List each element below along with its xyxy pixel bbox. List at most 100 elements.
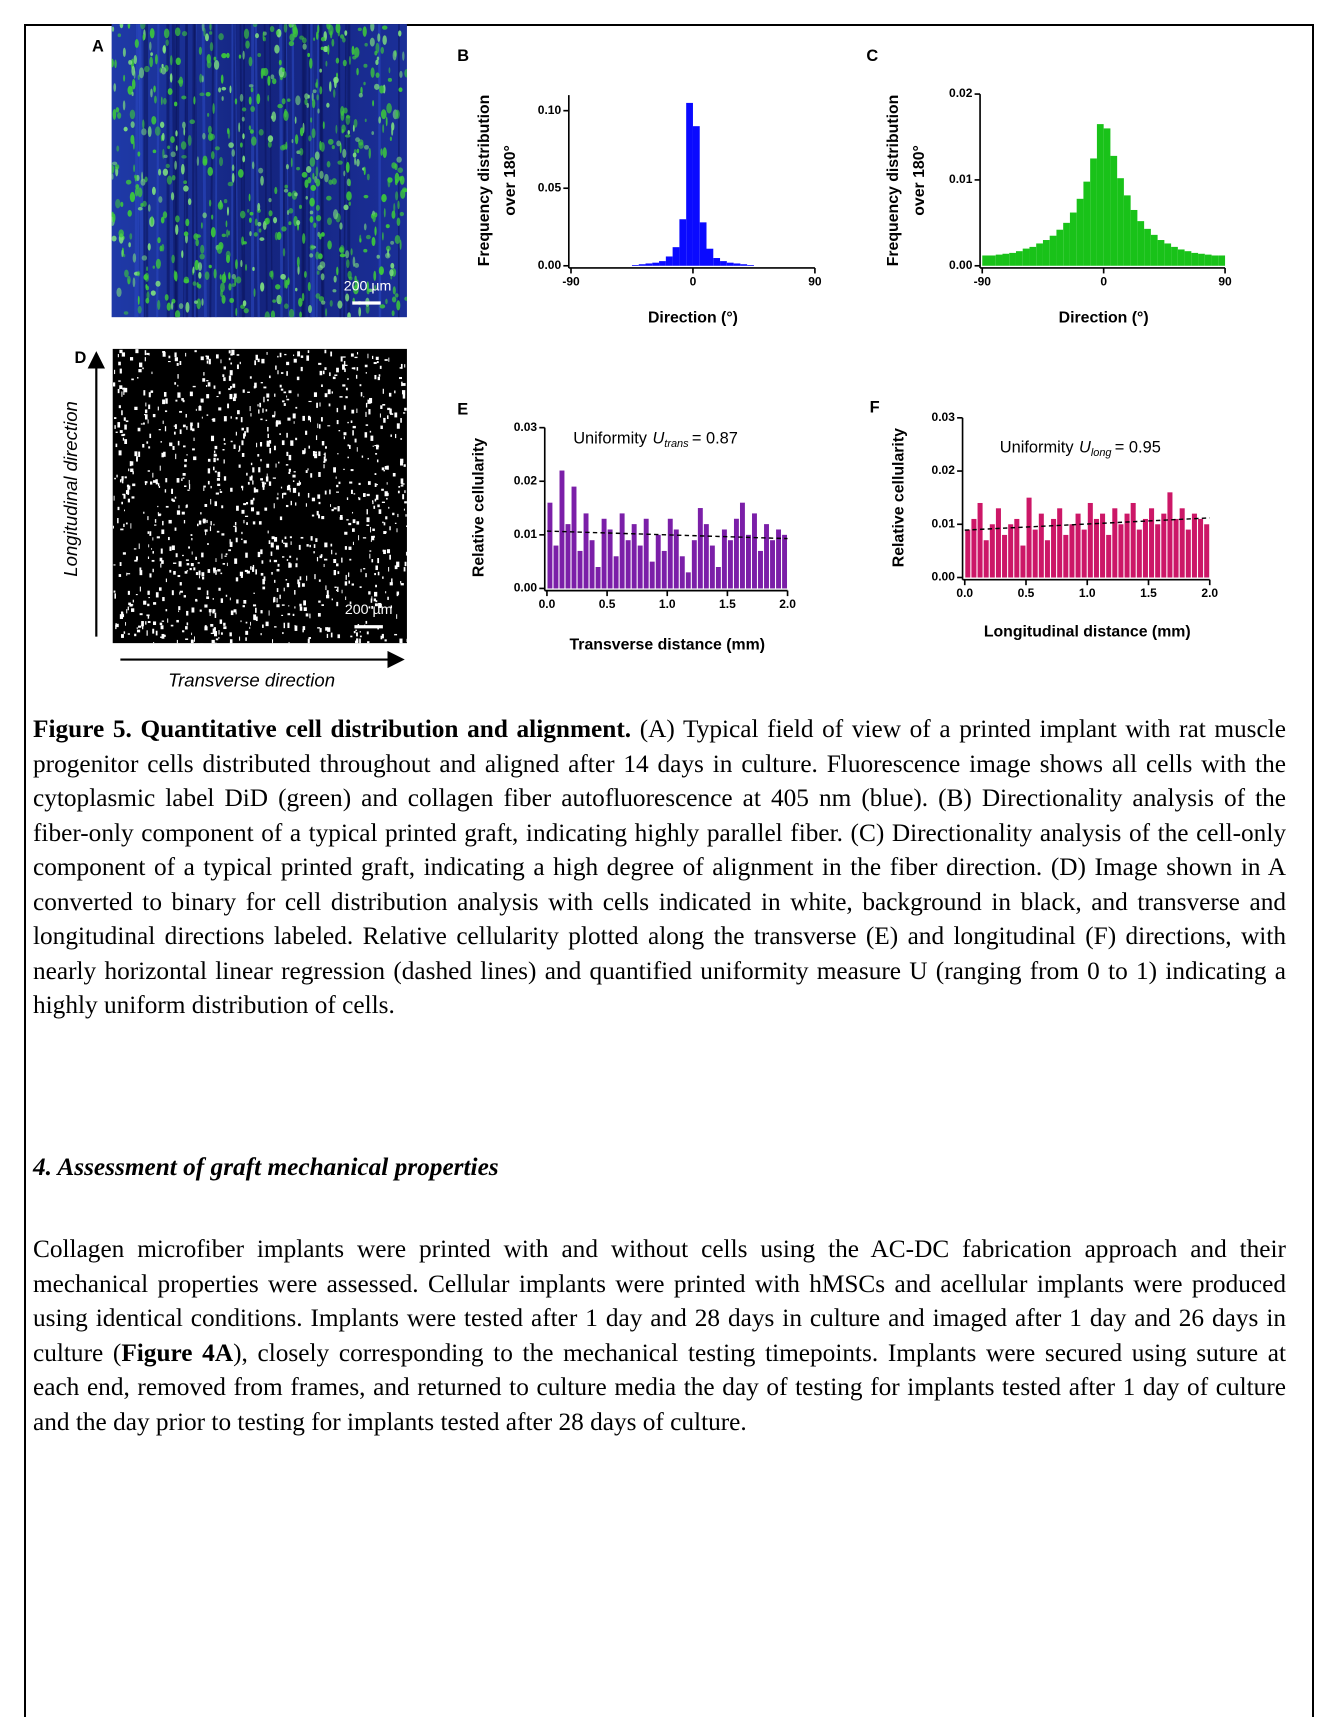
cell-pixel <box>144 481 148 484</box>
cell-pixel <box>371 559 374 563</box>
cell-pixel <box>307 415 311 421</box>
cell-pixel <box>292 487 297 493</box>
cell-spot <box>231 283 236 288</box>
cell-spot <box>290 157 293 168</box>
cell-spot <box>289 24 292 28</box>
figure-ref: Figure 4A <box>121 1338 234 1367</box>
cell-pixel <box>156 536 160 539</box>
cell-pixel <box>255 607 257 613</box>
cell-spot <box>158 168 162 176</box>
cell-pixel <box>152 568 154 573</box>
cell-pixel <box>185 559 189 561</box>
cell-spot <box>241 107 247 112</box>
cell-pixel <box>346 378 349 380</box>
scale-bar-label: 200 µm <box>344 278 392 294</box>
cell-pixel <box>213 453 217 457</box>
cell-spot <box>113 83 117 92</box>
cell-pixel <box>265 409 268 412</box>
cell-pixel <box>223 459 225 464</box>
cell-pixel <box>404 490 406 493</box>
cell-pixel <box>135 556 138 561</box>
cell-pixel <box>371 596 373 601</box>
cell-pixel <box>234 521 237 526</box>
cell-pixel <box>400 418 402 423</box>
cell-pixel <box>400 642 403 644</box>
cell-pixel <box>247 481 250 485</box>
cell-pixel <box>131 496 135 499</box>
cell-pixel <box>155 630 158 636</box>
fiber-streak <box>214 24 218 318</box>
cell-pixel <box>367 641 370 644</box>
cell-spot <box>167 145 171 150</box>
cell-pixel <box>287 417 291 421</box>
cell-pixel <box>176 639 178 644</box>
cell-spot <box>363 194 369 199</box>
cell-pixel <box>289 563 292 568</box>
cell-pixel <box>250 566 252 570</box>
cell-spot <box>146 291 150 300</box>
cell-pixel <box>287 613 291 616</box>
bar <box>715 567 721 589</box>
cell-spot <box>221 295 226 304</box>
cell-pixel <box>317 627 321 629</box>
cell-pixel <box>290 500 292 506</box>
cell-pixel <box>400 583 404 586</box>
cell-pixel <box>345 596 347 600</box>
fiber-streak <box>291 24 296 318</box>
cell-pixel <box>229 539 231 544</box>
cell-pixel <box>190 563 194 567</box>
cell-pixel <box>336 484 339 488</box>
cell-pixel <box>285 504 289 508</box>
cell-pixel <box>394 565 398 570</box>
cell-spot <box>342 148 347 159</box>
cell-pixel <box>172 499 176 502</box>
cell-spot <box>124 269 129 278</box>
cell-pixel <box>263 386 267 389</box>
bar <box>679 556 685 589</box>
cell-pixel <box>320 554 323 557</box>
cell-spot <box>396 300 401 311</box>
cell-spot <box>363 223 367 231</box>
cell-spot <box>247 208 250 213</box>
cell-pixel <box>207 480 210 485</box>
bar <box>995 254 1003 266</box>
cell-pixel <box>323 563 325 568</box>
cell-pixel <box>324 393 328 398</box>
cell-pixel <box>113 382 116 387</box>
cell-pixel <box>179 582 182 586</box>
cell-pixel <box>275 545 280 550</box>
cell-pixel <box>394 522 397 524</box>
cell-pixel <box>252 497 255 501</box>
cell-pixel <box>335 476 337 479</box>
cell-pixel <box>221 533 225 536</box>
cell-pixel <box>190 422 193 427</box>
cell-pixel <box>119 479 122 483</box>
cell-pixel <box>186 454 188 456</box>
cell-pixel <box>386 482 388 485</box>
cell-pixel <box>297 393 299 397</box>
cell-spot <box>371 131 375 135</box>
cell-pixel <box>157 505 159 508</box>
cell-pixel <box>241 531 243 535</box>
cell-pixel <box>324 490 327 495</box>
cell-pixel <box>144 357 146 362</box>
cell-pixel <box>372 445 374 447</box>
bar <box>595 567 601 589</box>
cell-spot <box>347 130 350 135</box>
cell-spot <box>252 24 258 28</box>
bar <box>1075 513 1081 578</box>
cell-pixel <box>124 387 128 393</box>
cell-pixel <box>378 509 382 514</box>
cell-pixel <box>136 629 141 633</box>
cell-spot <box>275 284 281 290</box>
cell-spot <box>137 295 140 305</box>
y-axis-label: Relative cellularity <box>470 438 487 577</box>
cell-spot <box>387 248 390 258</box>
cell-spot <box>132 140 135 150</box>
cell-pixel <box>249 476 253 481</box>
y-axis-label: Relative cellularity <box>890 428 907 567</box>
cell-spot <box>269 270 274 278</box>
cell-pixel <box>121 612 124 616</box>
cell-pixel <box>352 519 356 524</box>
bar <box>637 545 643 589</box>
